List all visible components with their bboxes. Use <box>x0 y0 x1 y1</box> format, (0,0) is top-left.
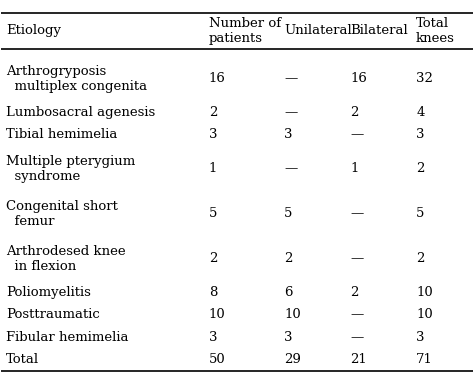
Text: 10: 10 <box>416 286 433 299</box>
Text: 8: 8 <box>209 286 217 299</box>
Text: 3: 3 <box>209 331 217 344</box>
Text: Arthrogryposis
  multiplex congenita: Arthrogryposis multiplex congenita <box>6 65 147 93</box>
Text: 2: 2 <box>416 252 424 265</box>
Text: 5: 5 <box>416 207 424 220</box>
Text: Arthrodesed knee
  in flexion: Arthrodesed knee in flexion <box>6 245 126 272</box>
Text: Lumbosacral agenesis: Lumbosacral agenesis <box>6 106 155 119</box>
Text: Multiple pterygium
  syndrome: Multiple pterygium syndrome <box>6 155 136 182</box>
Text: 3: 3 <box>284 331 292 344</box>
Text: 3: 3 <box>209 128 217 141</box>
Text: —: — <box>284 72 297 85</box>
Text: 29: 29 <box>284 353 301 366</box>
Text: —: — <box>350 128 364 141</box>
Text: 10: 10 <box>284 308 301 321</box>
Text: Etiology: Etiology <box>6 24 61 37</box>
Text: 16: 16 <box>209 72 226 85</box>
Text: 32: 32 <box>416 72 433 85</box>
Text: 6: 6 <box>284 286 292 299</box>
Text: —: — <box>350 252 364 265</box>
Text: Total
knees: Total knees <box>416 17 455 44</box>
Text: 2: 2 <box>416 162 424 175</box>
Text: 5: 5 <box>209 207 217 220</box>
Text: Congenital short
  femur: Congenital short femur <box>6 200 118 228</box>
Text: Poliomyelitis: Poliomyelitis <box>6 286 91 299</box>
Text: 21: 21 <box>350 353 367 366</box>
Text: 10: 10 <box>416 308 433 321</box>
Text: 71: 71 <box>416 353 433 366</box>
Text: 2: 2 <box>284 252 292 265</box>
Text: Number of
patients: Number of patients <box>209 17 281 44</box>
Text: —: — <box>284 106 297 119</box>
Text: 3: 3 <box>284 128 292 141</box>
Text: —: — <box>350 331 364 344</box>
Text: 3: 3 <box>416 128 425 141</box>
Text: Tibial hemimelia: Tibial hemimelia <box>6 128 118 141</box>
Text: Unilateral: Unilateral <box>284 24 352 37</box>
Text: 3: 3 <box>416 331 425 344</box>
Text: 50: 50 <box>209 353 226 366</box>
Text: —: — <box>284 162 297 175</box>
Text: —: — <box>350 207 364 220</box>
Text: 2: 2 <box>350 106 358 119</box>
Text: Bilateral: Bilateral <box>350 24 408 37</box>
Text: 10: 10 <box>209 308 226 321</box>
Text: 1: 1 <box>209 162 217 175</box>
Text: 4: 4 <box>416 106 424 119</box>
Text: 2: 2 <box>209 252 217 265</box>
Text: Total: Total <box>6 353 39 366</box>
Text: 16: 16 <box>350 72 367 85</box>
Text: —: — <box>350 308 364 321</box>
Text: 1: 1 <box>350 162 358 175</box>
Text: Fibular hemimelia: Fibular hemimelia <box>6 331 128 344</box>
Text: 2: 2 <box>209 106 217 119</box>
Text: 2: 2 <box>350 286 358 299</box>
Text: Posttraumatic: Posttraumatic <box>6 308 100 321</box>
Text: 5: 5 <box>284 207 292 220</box>
